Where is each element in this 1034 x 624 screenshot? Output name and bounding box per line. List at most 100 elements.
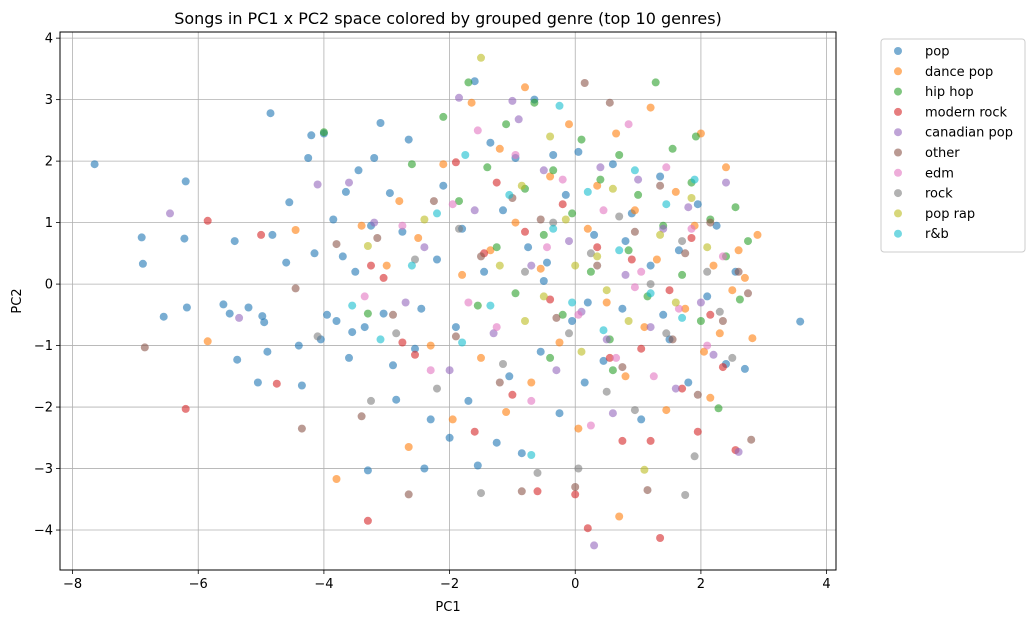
data-point xyxy=(580,79,589,87)
data-point xyxy=(615,212,624,221)
data-point xyxy=(470,77,479,86)
data-point xyxy=(712,221,721,230)
data-point xyxy=(539,292,548,301)
data-point xyxy=(561,190,570,199)
data-point xyxy=(363,309,372,318)
data-point xyxy=(426,415,435,424)
data-point xyxy=(605,353,614,362)
data-point xyxy=(392,395,401,404)
data-point xyxy=(643,486,652,495)
data-point xyxy=(714,404,723,413)
data-point xyxy=(477,53,485,62)
data-point xyxy=(665,286,674,295)
data-point xyxy=(495,261,504,270)
data-point xyxy=(495,378,504,387)
legend-marker xyxy=(894,107,902,116)
data-point xyxy=(624,246,633,255)
x-tick-label: 2 xyxy=(697,577,705,592)
data-point xyxy=(307,131,316,140)
data-point xyxy=(637,344,646,353)
data-point xyxy=(313,332,322,341)
data-point xyxy=(549,166,558,175)
data-point xyxy=(253,378,262,387)
data-point xyxy=(404,443,413,451)
data-point xyxy=(608,184,617,193)
data-point xyxy=(593,252,602,261)
data-point xyxy=(630,227,639,236)
data-point xyxy=(455,224,463,233)
data-point xyxy=(536,215,545,224)
data-point xyxy=(367,396,375,405)
data-point xyxy=(693,200,702,209)
data-point xyxy=(568,317,577,325)
data-point xyxy=(696,298,705,307)
data-point xyxy=(618,363,627,372)
x-tick-label: 4 xyxy=(822,577,830,592)
legend-label: pop rap xyxy=(925,207,975,222)
data-point xyxy=(590,230,599,239)
data-point xyxy=(511,218,520,227)
data-point xyxy=(370,218,379,227)
data-point xyxy=(373,234,382,242)
y-tick-label: −2 xyxy=(34,401,53,416)
legend-marker xyxy=(894,87,902,96)
data-point xyxy=(630,166,639,175)
series-r-b xyxy=(348,101,699,459)
legend-marker xyxy=(894,209,902,218)
data-point xyxy=(734,246,743,255)
data-point xyxy=(291,284,300,293)
data-point xyxy=(354,166,363,175)
x-tick-label: −6 xyxy=(189,577,208,592)
data-point xyxy=(524,243,533,252)
data-point xyxy=(517,487,526,496)
data-point xyxy=(596,175,605,184)
data-point xyxy=(646,261,655,270)
legend-marker xyxy=(894,189,902,198)
data-point xyxy=(244,303,253,312)
data-point xyxy=(376,119,385,127)
data-point xyxy=(433,255,441,264)
x-tick-label: 0 xyxy=(571,577,579,592)
data-point xyxy=(671,187,680,196)
x-axis-label: PC1 xyxy=(435,600,460,615)
data-point xyxy=(517,449,526,458)
legend-marker xyxy=(894,229,902,238)
data-point xyxy=(398,227,407,236)
data-point xyxy=(398,221,407,230)
data-point xyxy=(693,390,702,399)
data-point xyxy=(558,175,567,184)
data-point xyxy=(602,387,611,396)
data-point xyxy=(268,230,277,239)
data-point xyxy=(448,200,457,209)
data-point xyxy=(477,489,485,498)
data-point xyxy=(433,209,441,218)
data-point xyxy=(651,78,660,87)
legend-label: r&b xyxy=(925,227,949,242)
data-point xyxy=(521,267,529,276)
data-point xyxy=(615,246,624,255)
legend-label: hip hop xyxy=(925,85,974,100)
data-point xyxy=(687,234,696,242)
data-point xyxy=(458,270,467,279)
legend-label: edm xyxy=(925,166,954,181)
data-point xyxy=(674,246,683,255)
data-point xyxy=(574,310,583,319)
data-point xyxy=(539,166,548,175)
data-point xyxy=(621,270,630,279)
data-point xyxy=(662,163,671,172)
data-point xyxy=(341,187,350,196)
data-point xyxy=(486,138,495,147)
series-edm xyxy=(360,120,727,430)
data-point xyxy=(332,475,341,483)
data-point xyxy=(363,466,372,475)
data-point xyxy=(385,189,394,198)
data-point xyxy=(439,181,448,190)
data-point xyxy=(445,433,454,442)
data-point xyxy=(612,129,621,138)
data-point xyxy=(652,255,661,264)
data-point xyxy=(608,366,617,375)
data-point xyxy=(630,406,639,415)
data-point xyxy=(571,483,580,491)
data-point xyxy=(586,421,595,430)
data-point xyxy=(555,409,564,418)
